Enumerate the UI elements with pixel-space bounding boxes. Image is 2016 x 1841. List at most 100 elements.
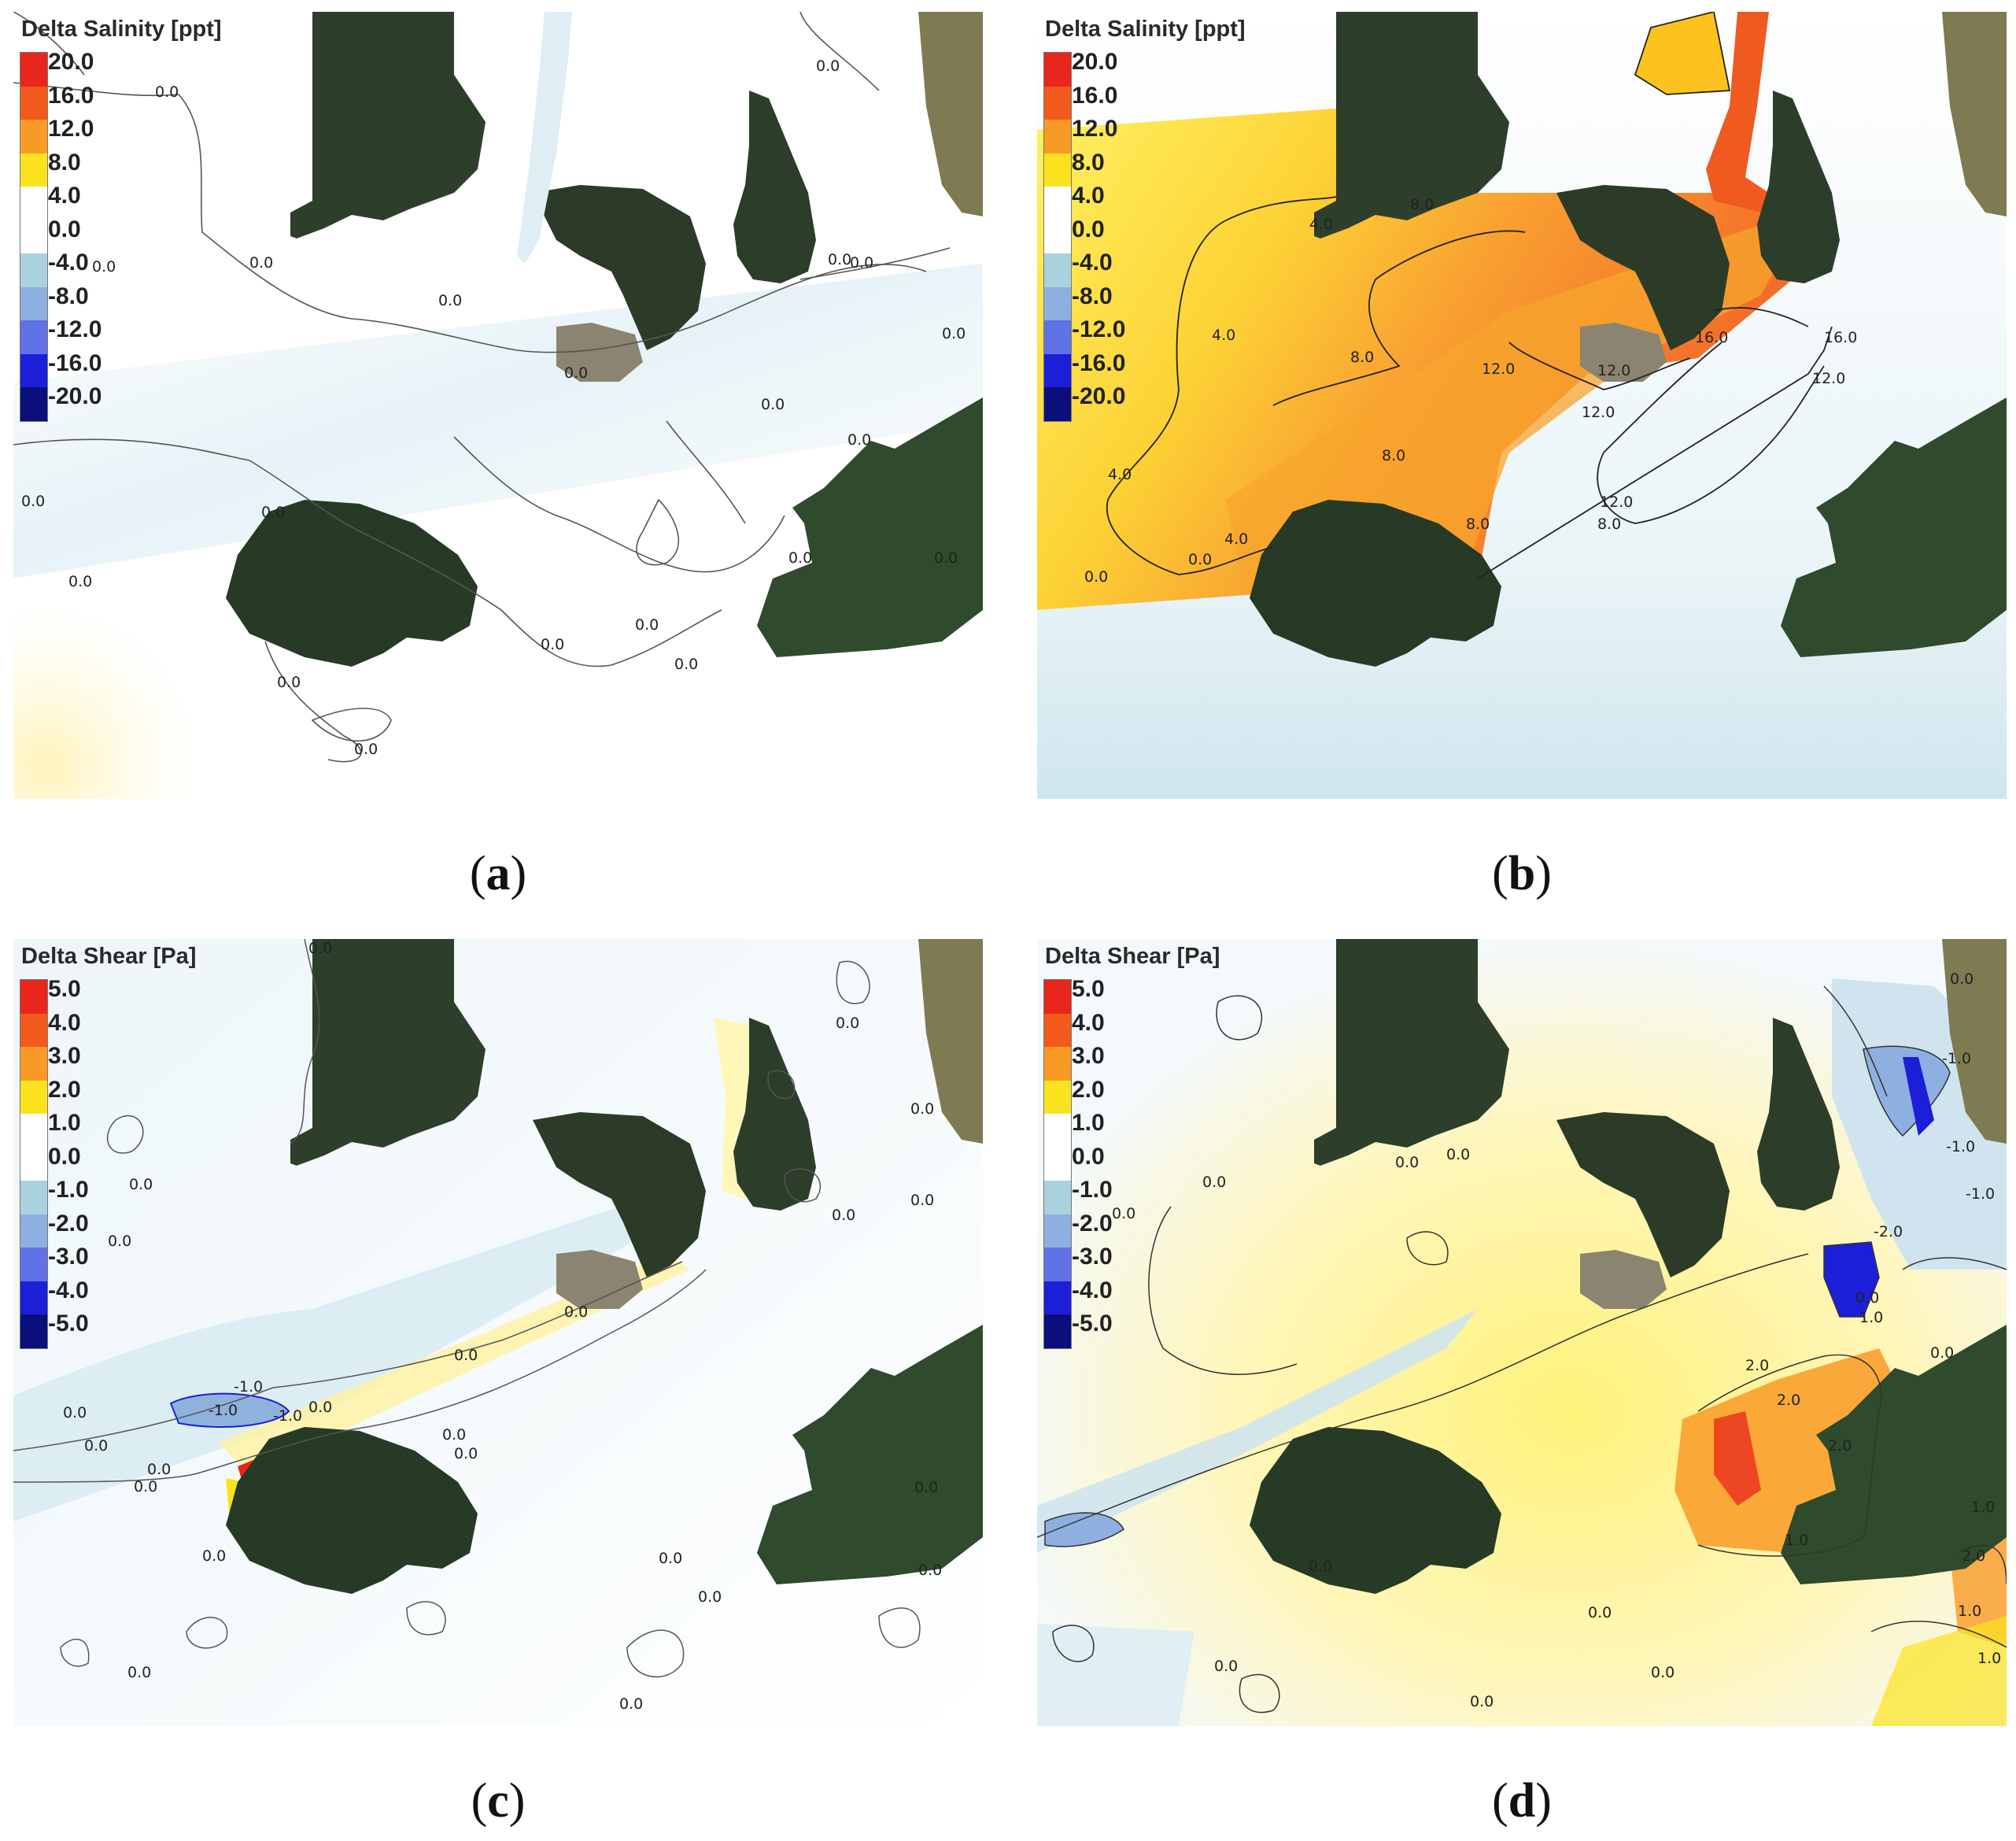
contour-label: 0.0 [454,1445,478,1462]
panel-b-caption: (b) [1492,847,1552,900]
east-bank-land [733,91,816,283]
contour-labels: 0.0 0.0 0.0 0.0 0.0 -1.0 -1.0 -1.0 -2.0 … [1112,970,2001,1710]
farmland-land [1942,12,2007,216]
legend-title: Delta Shear [Pa] [21,944,197,969]
contour-label: 12.0 [1482,360,1515,378]
contour-label: -1.0 [1966,1185,1995,1203]
legend-value: -8.0 [1072,283,1113,309]
colorbar [1043,52,1072,422]
north-shore-land [290,939,486,1166]
legend-value: 3.0 [1072,1043,1105,1069]
contour-label: 0.0 [155,83,179,101]
legend-value: 16.0 [48,82,94,109]
contour-label: 0.0 [836,1015,859,1032]
contour-label: 0.0 [934,549,958,567]
legend-value: -16.0 [48,349,102,376]
contour-label: 0.0 [277,674,301,691]
contour-label: 0.0 [308,1399,332,1416]
panel-a-caption: (a) [469,847,527,900]
legend-value: 4.0 [1072,1009,1105,1036]
legend-value: -4.0 [48,250,89,275]
contour-label: 0.0 [92,258,116,275]
contour-labels: 0.0 0.0 0.0 0.0 0.0 0.0 0.0 0.0 0.0 0.0 … [21,57,966,758]
contour-label: 12.0 [1582,404,1615,421]
contour-label: 1.0 [1859,1309,1883,1326]
contour-label: 4.0 [1212,327,1235,344]
contour-label: -1.0 [1942,1050,1971,1067]
legend-value: 2.0 [48,1076,81,1103]
shear-decrease-field [1037,1624,1194,1726]
north-shore-land [1314,12,1509,238]
contour-lines [13,12,951,763]
legend-value: 4.0 [48,1009,81,1036]
colorbar-legend: Delta Shear [Pa] 5.0 4.0 3.0 2.0 1.0 0.0… [1043,944,1220,1349]
headland-land [533,185,706,350]
legend-value: 0.0 [48,1143,81,1170]
legend-value: 5.0 [48,976,81,1002]
contour-label: 0.0 [828,251,851,268]
contour-label: 0.0 [1112,1205,1135,1222]
contour-label: 2.0 [1745,1357,1769,1374]
contour-lines [13,939,921,1678]
contour-label: -1.0 [234,1378,263,1396]
contour-label: 0.0 [1395,1154,1419,1171]
legend-value: 4.0 [1072,183,1105,209]
panel-a-map-graphic: 0.0 0.0 0.0 0.0 0.0 0.0 0.0 0.0 0.0 0.0 … [13,12,983,799]
legend-value: 2.0 [1072,1076,1105,1103]
contour-label: 0.0 [918,1562,942,1579]
contour-label: 1.0 [1977,1650,2001,1667]
contour-label: -1.0 [273,1407,302,1425]
contour-label: 0.0 [1214,1658,1238,1675]
shear-increase-band [218,1254,690,1474]
legend-value: 1.0 [48,1110,81,1136]
contour-label: 0.0 [202,1547,226,1565]
southeast-land [1781,1325,2007,1584]
contour-labels: 4.0 8.0 4.0 8.0 12.0 12.0 16.0 16.0 12.0… [1084,196,1857,586]
legend-value: -20.0 [1072,383,1126,409]
contour-label: 1.0 [1971,1499,1995,1516]
east-bank-land [1757,1018,1840,1211]
contour-label: 12.0 [1597,362,1630,379]
legend-value: 4.0 [48,183,81,209]
shear-decrease-patch [169,1392,290,1428]
legend-value: -1.0 [1072,1177,1113,1203]
farmland-land [918,939,983,1144]
contour-label: 0.0 [564,364,588,382]
contour-label: 0.0 [635,616,659,634]
contour-lines [1106,12,1833,579]
legend-value: -5.0 [48,1311,89,1336]
contour-label: 0.0 [454,1347,478,1364]
headland-land [533,1112,706,1277]
shear-decrease-patch [1824,1242,1879,1317]
panel-d-map-graphic: 0.0 0.0 0.0 0.0 0.0 -1.0 -1.0 -1.0 -2.0 … [1037,939,2007,1726]
contour-label: -1.0 [209,1402,238,1419]
mudflat-island [556,1250,643,1309]
legend-value: 12.0 [1072,116,1118,142]
legend-value: 0.0 [1072,216,1105,242]
contour-label: 0.0 [1855,1289,1879,1307]
shear-decrease-patch [1903,1057,1934,1136]
contour-labels: 0.0 0.0 0.0 0.0 0.0 0.0 0.0 0.0 -1.0 -1.… [63,940,942,1713]
legend-title: Delta Shear [Pa] [1045,944,1220,969]
contour-label: 0.0 [21,493,45,510]
shear-decrease-field [1037,1309,1478,1553]
north-shore-land [1314,939,1509,1166]
contour-label: 0.0 [354,741,378,758]
contour-label: 0.0 [1588,1604,1612,1621]
legend-value: -5.0 [1072,1311,1113,1336]
contour-label: 8.0 [1597,516,1621,533]
legend-value: 12.0 [48,116,94,142]
legend-title: Delta Salinity [ppt] [21,17,222,42]
contour-label: 0.0 [442,1426,466,1444]
contour-label: 2.0 [1777,1392,1800,1409]
shear-increase-field [1871,1616,2007,1726]
contour-label: 1.0 [1785,1532,1808,1549]
central-island-land [226,1427,478,1594]
contour-label: 0.0 [942,325,966,342]
panel-d-caption: (d) [1492,1774,1552,1828]
legend-value: 1.0 [1072,1110,1105,1136]
panel-d-map: 0.0 0.0 0.0 0.0 0.0 -1.0 -1.0 -1.0 -2.0 … [1037,939,2007,1726]
contour-label: 0.0 [134,1478,157,1495]
headland-land [1556,185,1730,350]
east-bank-land [1757,91,1840,283]
